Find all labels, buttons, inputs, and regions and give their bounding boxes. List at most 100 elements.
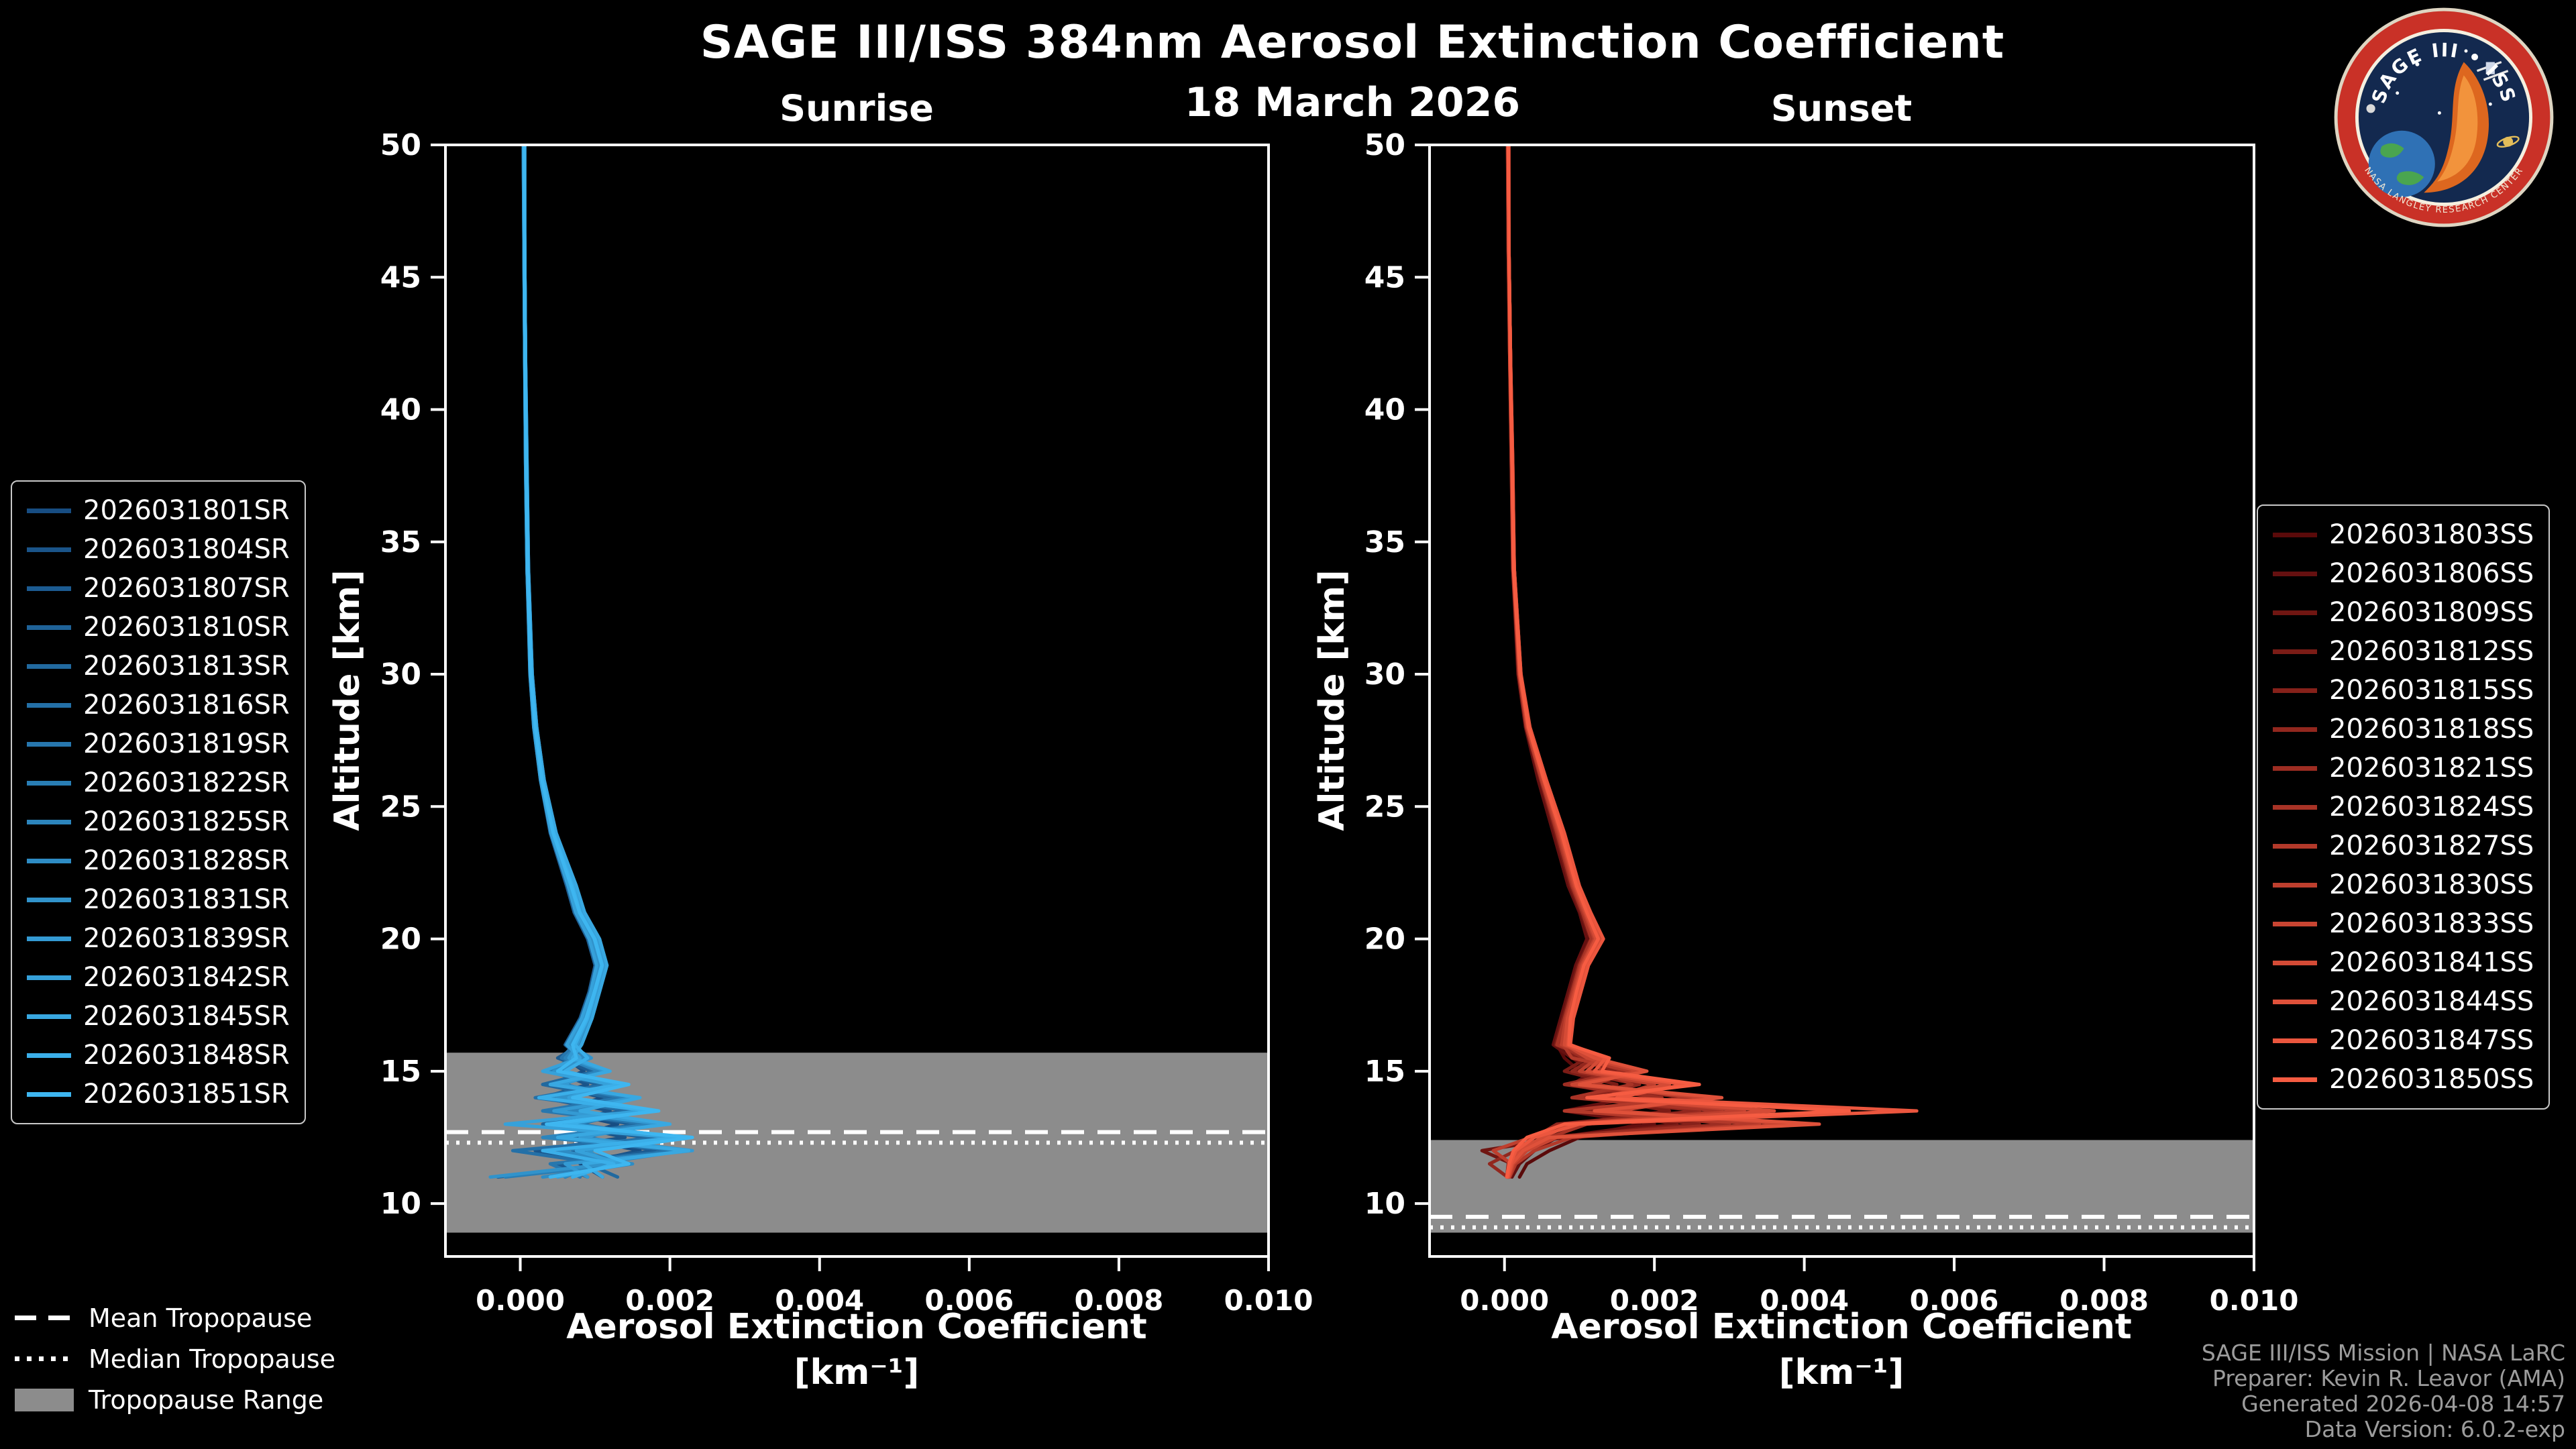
profile-line-2026031848SR xyxy=(522,145,683,1179)
legend-label: 2026031844SS xyxy=(2329,986,2534,1017)
legend-line-swatch xyxy=(27,702,71,708)
legend-line-swatch xyxy=(2273,1038,2317,1043)
legend-label: 2026031848SR xyxy=(83,1040,290,1071)
x-tick-label: 0.002 xyxy=(1610,1284,1699,1317)
y-tick-label: 35 xyxy=(1364,525,1405,559)
x-tick-label: 0.010 xyxy=(2210,1284,2299,1317)
y-tick-label: 35 xyxy=(380,525,421,559)
legend-label: Median Tropopause xyxy=(89,1344,335,1374)
legend-line-swatch xyxy=(27,1091,71,1097)
legend-label: 2026031841SS xyxy=(2329,947,2534,978)
y-tick-label: 10 xyxy=(1364,1187,1405,1221)
sunset-panel-title: Sunset xyxy=(1770,87,1913,129)
y-tick-label: 40 xyxy=(1364,393,1405,427)
legend-line-swatch xyxy=(27,547,71,552)
legend-label: Mean Tropopause xyxy=(89,1303,313,1333)
legend-line-swatch xyxy=(27,625,71,630)
profile-line-2026031827SS xyxy=(1506,145,1762,1179)
legend-item-mean-tropopause: Mean Tropopause xyxy=(15,1297,335,1338)
legend-label: 2026031812SS xyxy=(2329,636,2534,667)
y-tick-label: 50 xyxy=(1364,128,1405,162)
x-tick-label: 0.000 xyxy=(1460,1284,1549,1317)
legend-line-swatch xyxy=(27,858,71,863)
profile-line-2026031850SS xyxy=(1505,145,1851,1179)
x-tick-label: 0.000 xyxy=(476,1284,565,1317)
credits-block: SAGE III/ISS Mission | NASA LaRC Prepare… xyxy=(2202,1340,2565,1442)
dashed-line-swatch xyxy=(15,1316,74,1320)
logo-moon xyxy=(2366,104,2375,113)
y-tick-label: 50 xyxy=(380,128,421,162)
legend-label: 2026031807SR xyxy=(83,573,290,604)
y-tick-label: 20 xyxy=(380,922,421,957)
y-tick-label: 10 xyxy=(380,1187,421,1221)
profile-line-2026031824SS xyxy=(1505,145,1724,1179)
credit-line-generated: Generated 2026-04-08 14:57 xyxy=(2241,1391,2565,1417)
sunset-y-axis-label: Altitude [km] xyxy=(1312,570,1352,831)
legend-item-2026031824SS: 2026031824SS xyxy=(2273,788,2534,826)
x-tick-label: 0.004 xyxy=(775,1284,864,1317)
y-tick-label: 20 xyxy=(1364,922,1405,957)
legend-item-tropopause-range: Tropopause Range xyxy=(15,1379,335,1420)
profile-line-2026031804SR xyxy=(521,145,627,1179)
y-tick-label: 45 xyxy=(380,260,421,294)
legend-label: 2026031845SR xyxy=(83,1001,290,1032)
page-title: SAGE III/ISS 384nm Aerosol Extinction Co… xyxy=(700,16,2005,69)
x-tick-label: 0.002 xyxy=(625,1284,714,1317)
legend-line-swatch xyxy=(27,1014,71,1019)
legend-label: 2026031806SS xyxy=(2329,558,2534,589)
legend-item-2026031848SR: 2026031848SR xyxy=(27,1036,290,1075)
legend-line-swatch xyxy=(2273,921,2317,926)
legend-label: 2026031819SR xyxy=(83,729,290,759)
x-tick-label: 0.006 xyxy=(924,1284,1014,1317)
legend-line-swatch xyxy=(2273,649,2317,654)
legend-item-2026031810SR: 2026031810SR xyxy=(27,608,290,647)
legend-line-swatch xyxy=(27,975,71,980)
legend-label: 2026031847SS xyxy=(2329,1025,2534,1056)
profile-line-2026031815SS xyxy=(1505,145,1701,1179)
y-tick-label: 40 xyxy=(380,393,421,427)
credit-line-preparer: Preparer: Kevin R. Leavor (AMA) xyxy=(2212,1365,2565,1391)
legend-item-2026031813SR: 2026031813SR xyxy=(27,647,290,686)
profile-line-2026031825SR xyxy=(523,145,687,1179)
legend-item-2026031801SR: 2026031801SR xyxy=(27,491,290,530)
legend-item-2026031830SS: 2026031830SS xyxy=(2273,865,2534,904)
profile-line-2026031845SR xyxy=(523,145,690,1179)
legend-line-swatch xyxy=(27,508,71,513)
legend-label: 2026031804SR xyxy=(83,534,290,565)
y-tick-label: 45 xyxy=(1364,260,1405,294)
legend-item-2026031818SS: 2026031818SS xyxy=(2273,710,2534,749)
plot-border xyxy=(1428,144,2255,1258)
legend-item-2026031825SR: 2026031825SR xyxy=(27,802,290,841)
x-axis-label-text: Aerosol Extinction Coefficient xyxy=(1551,1307,2132,1347)
legend-item-2026031845SR: 2026031845SR xyxy=(27,997,290,1036)
logo-star xyxy=(2464,49,2468,53)
legend-label: 2026031813SR xyxy=(83,651,290,682)
y-tick-label: 15 xyxy=(380,1055,421,1089)
logo-star xyxy=(2488,102,2492,106)
profile-line-2026031821SS xyxy=(1506,145,1731,1179)
profile-line-2026031806SS xyxy=(1505,145,1656,1179)
legend-item-median-tropopause: Median Tropopause xyxy=(15,1338,335,1379)
profile-line-2026031813SR xyxy=(522,145,672,1179)
profile-line-2026031844SS xyxy=(1506,145,1821,1179)
legend-item-2026031841SS: 2026031841SS xyxy=(2273,943,2534,982)
legend-item-2026031828SR: 2026031828SR xyxy=(27,841,290,880)
sunrise-legend: 2026031801SR 2026031804SR 2026031807SR 2026… xyxy=(11,480,306,1124)
gray-band-swatch xyxy=(15,1388,74,1411)
sunrise-panel-title: Sunrise xyxy=(780,87,934,129)
sunset-x-axis-label: Aerosol Extinction Coefficient [km⁻¹] xyxy=(1551,1307,2132,1393)
sage-iii-iss-logo: SAGE III • ISS NASA LANGLEY RESEARCH CEN… xyxy=(2334,7,2554,227)
legend-label: 2026031809SS xyxy=(2329,597,2534,628)
y-tick-label: 30 xyxy=(380,657,421,692)
legend-item-2026031850SS: 2026031850SS xyxy=(2273,1060,2534,1099)
legend-item-2026031804SR: 2026031804SR xyxy=(27,530,290,569)
legend-label: 2026031830SS xyxy=(2329,869,2534,900)
profile-line-2026031839SR xyxy=(522,145,694,1179)
legend-label: 2026031815SS xyxy=(2329,675,2534,706)
legend-line-swatch xyxy=(2273,1077,2317,1082)
legend-item-2026031822SR: 2026031822SR xyxy=(27,763,290,802)
profile-line-2026031841SS xyxy=(1506,145,1776,1179)
legend-item-2026031831SR: 2026031831SR xyxy=(27,880,290,919)
legend-label: 2026031833SS xyxy=(2329,908,2534,939)
